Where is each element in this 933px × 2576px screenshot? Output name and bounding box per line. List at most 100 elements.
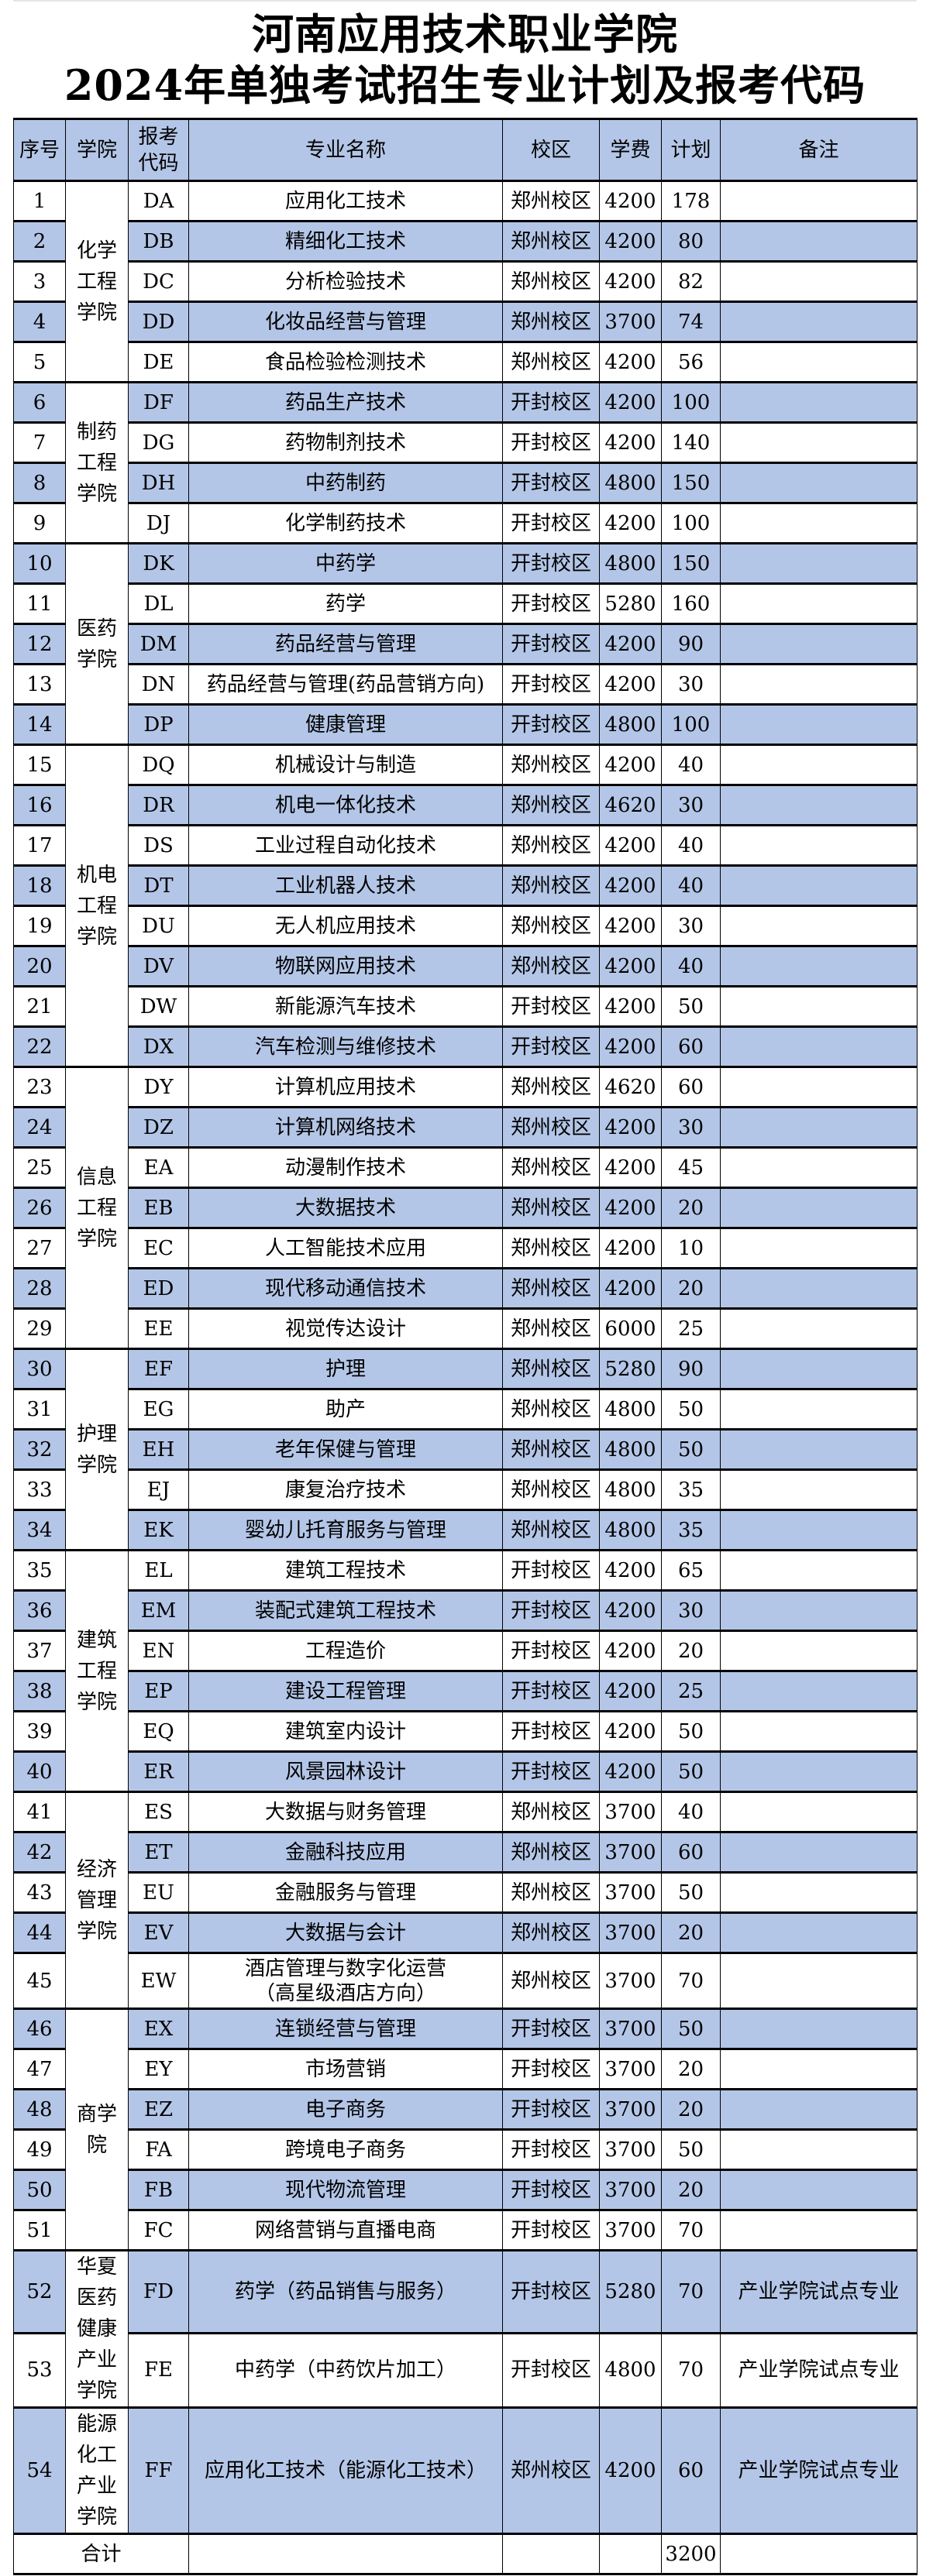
campus: 郑州校区 — [502, 1308, 600, 1349]
tuition: 4200 — [599, 664, 662, 705]
college-name: 化学工程学院 — [65, 180, 129, 383]
exam-code: DS — [128, 825, 189, 866]
campus: 开封校区 — [502, 583, 600, 624]
note — [720, 1187, 918, 1228]
plan-count: 50 — [661, 2008, 721, 2049]
tuition: 4200 — [599, 1751, 662, 1792]
exam-code: EZ — [128, 2089, 189, 2130]
row-number: 1 — [13, 180, 66, 222]
exam-code: EM — [128, 1590, 189, 1631]
exam-code: ET — [128, 1832, 189, 1873]
row-number: 21 — [13, 986, 66, 1027]
exam-code: EN — [128, 1630, 189, 1671]
major-name: 风景园林设计 — [188, 1751, 503, 1792]
major-name: 建设工程管理 — [188, 1671, 503, 1712]
row-number: 30 — [13, 1348, 66, 1389]
tuition: 5280 — [599, 1348, 662, 1389]
tuition: 4200 — [599, 1147, 662, 1188]
table-row: 8 DH 中药制药 开封校区 4800 150 — [13, 462, 918, 503]
campus: 开封校区 — [502, 422, 600, 463]
tuition: 4800 — [599, 1469, 662, 1510]
campus: 开封校区 — [502, 382, 600, 423]
exam-code: EK — [128, 1510, 189, 1551]
plan-count: 60 — [661, 1832, 721, 1873]
major-name: 工程造价 — [188, 1630, 503, 1671]
major-name: 化学制药技术 — [188, 503, 503, 544]
campus: 郑州校区 — [502, 1066, 600, 1108]
campus: 郑州校区 — [502, 1187, 600, 1228]
exam-code: EJ — [128, 1469, 189, 1510]
campus: 郑州校区 — [502, 946, 600, 987]
row-number: 42 — [13, 1832, 66, 1873]
exam-code: DX — [128, 1026, 189, 1067]
row-number: 52 — [13, 2250, 66, 2334]
plan-count: 20 — [661, 1912, 721, 1953]
major-name: 老年保健与管理 — [188, 1429, 503, 1470]
row-number: 14 — [13, 704, 66, 745]
campus: 开封校区 — [502, 2210, 600, 2251]
tuition: 4800 — [599, 543, 662, 584]
table-row: 45 EW 酒店管理与数字化运营 （高星级酒店方向） 郑州校区 3700 70 — [13, 1953, 918, 2009]
major-name: 计算机应用技术 — [188, 1066, 503, 1108]
major-name: 金融服务与管理 — [188, 1872, 503, 1913]
plan-count: 50 — [661, 1872, 721, 1913]
note — [720, 744, 918, 785]
note — [720, 1751, 918, 1792]
note — [720, 1590, 918, 1631]
campus: 开封校区 — [502, 1711, 600, 1752]
table-row: 26 EB 大数据技术 郑州校区 4200 20 — [13, 1187, 918, 1228]
plan-count: 100 — [661, 503, 721, 544]
note — [720, 1348, 918, 1389]
campus: 郑州校区 — [502, 221, 600, 262]
row-number: 25 — [13, 1147, 66, 1188]
table-row: 18 DT 工业机器人技术 郑州校区 4200 40 — [13, 865, 918, 906]
note — [720, 221, 918, 262]
note — [720, 946, 918, 987]
plan-count: 100 — [661, 382, 721, 423]
row-number: 12 — [13, 623, 66, 665]
exam-code: DH — [128, 462, 189, 503]
row-number: 18 — [13, 865, 66, 906]
campus: 郑州校区 — [502, 1348, 600, 1389]
major-name: 中药制药 — [188, 462, 503, 503]
exam-code: DC — [128, 261, 189, 302]
exam-code: EW — [128, 1953, 189, 2009]
note — [720, 2129, 918, 2170]
note — [720, 301, 918, 342]
tuition: 3700 — [599, 1791, 662, 1832]
exam-code: FC — [128, 2210, 189, 2251]
tuition: 3700 — [599, 1912, 662, 1953]
tuition: 4200 — [599, 261, 662, 302]
major-name: 应用化工技术（能源化工技术） — [188, 2407, 503, 2534]
tuition: 4800 — [599, 2332, 662, 2409]
note — [720, 865, 918, 906]
table-header-row: 序号 学院 报考代码 专业名称 校区 学费 计划 备注 — [13, 118, 918, 181]
note — [720, 785, 918, 826]
table-row: 25 EA 动漫制作技术 郑州校区 4200 45 — [13, 1147, 918, 1188]
note — [720, 583, 918, 624]
note — [720, 503, 918, 544]
tuition: 4200 — [599, 1671, 662, 1712]
exam-code: EF — [128, 1348, 189, 1389]
plan-count: 65 — [661, 1550, 721, 1591]
plan-count: 40 — [661, 865, 721, 906]
campus: 郑州校区 — [502, 1147, 600, 1188]
plan-count: 40 — [661, 1791, 721, 1832]
plan-count: 50 — [661, 1389, 721, 1430]
campus: 开封校区 — [502, 2049, 600, 2090]
tuition: 4200 — [599, 1187, 662, 1228]
table-row: 30 护理学院 EF 护理 郑州校区 5280 90 — [13, 1348, 918, 1551]
campus: 郑州校区 — [502, 261, 600, 302]
note — [720, 1630, 918, 1671]
campus: 郑州校区 — [502, 905, 600, 946]
table-row: 41 经济管理学院 ES 大数据与财务管理 郑州校区 3700 40 — [13, 1791, 918, 2009]
tuition: 4200 — [599, 623, 662, 665]
exam-code: ED — [128, 1268, 189, 1309]
major-name: 大数据技术 — [188, 1187, 503, 1228]
campus: 郑州校区 — [502, 1953, 600, 2009]
plan-count: 74 — [661, 301, 721, 342]
note — [720, 1791, 918, 1832]
campus: 开封校区 — [502, 704, 600, 745]
campus: 开封校区 — [502, 1630, 600, 1671]
campus: 开封校区 — [502, 2169, 600, 2210]
